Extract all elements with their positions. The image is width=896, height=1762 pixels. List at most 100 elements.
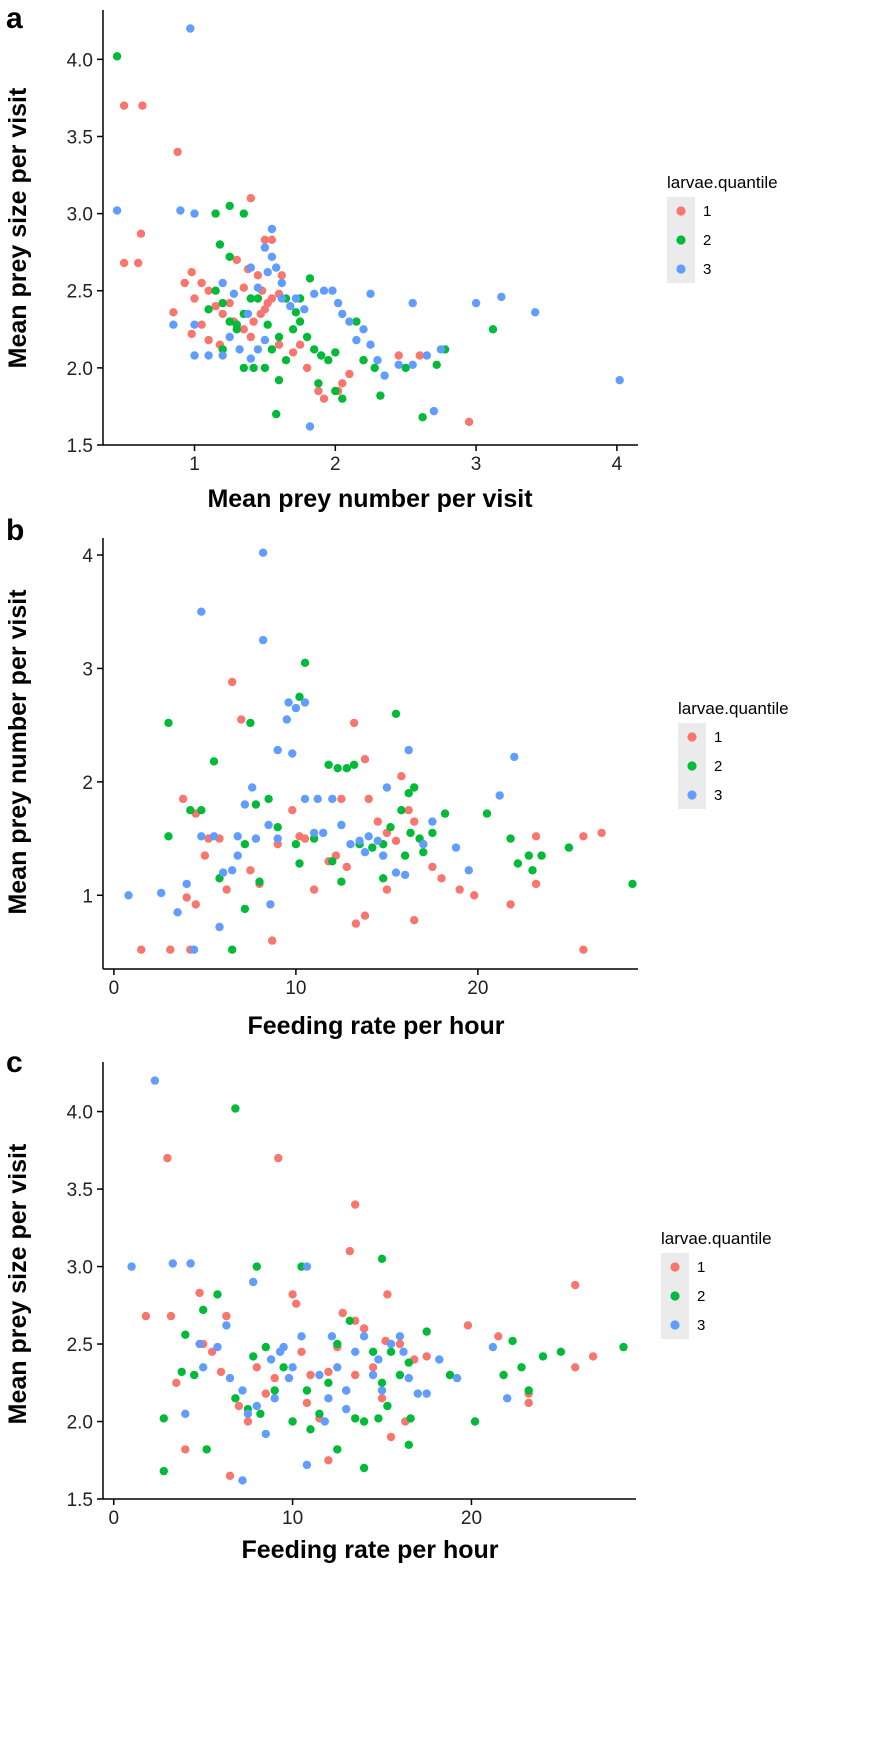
point-quantile-1 [506, 900, 515, 909]
point-quantile-3 [382, 783, 392, 792]
point-quantile-2 [445, 1370, 455, 1380]
point-quantile-2 [333, 1445, 342, 1454]
point-quantile-2 [218, 298, 227, 308]
point-quantile-1 [373, 817, 382, 826]
x-tick-label: 10 [282, 1508, 303, 1529]
point-quantile-2 [556, 1347, 566, 1357]
legend-key-3 [687, 790, 697, 800]
point-quantile-2 [181, 1330, 190, 1339]
point-quantile-1 [173, 147, 182, 157]
legend-key-2 [670, 1291, 680, 1301]
point-quantile-3 [267, 252, 277, 261]
point-quantile-2 [386, 823, 395, 832]
point-quantile-3 [284, 698, 293, 707]
y-tick-label: 3.5 [67, 1180, 93, 1201]
point-quantile-3 [273, 745, 282, 755]
point-quantile-2 [537, 851, 546, 860]
point-quantile-3 [291, 703, 301, 713]
point-quantile-3 [173, 908, 182, 917]
point-quantile-1 [288, 1290, 297, 1299]
point-quantile-3 [186, 1259, 195, 1268]
point-quantile-2 [513, 859, 523, 868]
point-quantile-2 [246, 718, 255, 728]
point-quantile-2 [246, 294, 255, 303]
point-quantile-1 [395, 1339, 405, 1349]
point-quantile-3 [190, 320, 199, 329]
point-quantile-3 [238, 1386, 247, 1395]
point-quantile-2 [291, 308, 301, 317]
point-quantile-3 [342, 1404, 351, 1414]
point-quantile-1 [218, 309, 227, 319]
point-quantile-1 [274, 1153, 283, 1163]
panel-c-letter: c [6, 1046, 23, 1079]
point-quantile-2 [349, 760, 359, 769]
panel-b-y-ticks: 1 2 3 4 [82, 546, 103, 907]
point-quantile-2 [352, 317, 361, 326]
point-quantile-1 [246, 332, 255, 342]
point-quantile-2 [288, 1417, 297, 1426]
point-quantile-1 [288, 348, 298, 357]
point-quantile-1 [180, 278, 189, 288]
point-quantile-3 [168, 1259, 177, 1268]
point-quantile-2 [342, 764, 351, 773]
point-quantile-2 [291, 840, 301, 849]
point-quantile-3 [240, 800, 250, 809]
point-quantile-3 [282, 715, 291, 724]
point-quantile-1 [531, 879, 541, 889]
point-quantile-2 [410, 783, 419, 792]
point-quantile-3 [252, 1401, 261, 1411]
point-quantile-3 [277, 294, 286, 303]
panel-a-points [112, 24, 624, 431]
point-quantile-1 [119, 101, 129, 110]
point-quantile-3 [368, 1370, 378, 1380]
point-quantile-3 [233, 832, 242, 841]
point-quantile-2 [377, 1378, 387, 1388]
point-quantile-2 [267, 345, 277, 354]
point-quantile-3 [338, 309, 347, 319]
point-quantile-1 [225, 1471, 235, 1481]
panel-b-x-ticks: 0 10 20 [109, 969, 488, 999]
point-quantile-2 [482, 809, 492, 818]
point-quantile-2 [351, 1414, 360, 1423]
point-quantile-1 [588, 1352, 598, 1361]
point-quantile-2 [305, 274, 315, 283]
point-quantile-2 [263, 320, 272, 329]
point-quantile-2 [288, 325, 298, 334]
panel-a-x-ticks: 1 2 3 4 [189, 445, 623, 475]
legend-key-2 [687, 761, 697, 771]
point-quantile-3 [324, 1394, 333, 1403]
point-quantile-3 [266, 1355, 276, 1364]
point-quantile-1 [531, 832, 541, 841]
point-quantile-3 [302, 1460, 312, 1470]
point-quantile-3 [374, 1355, 383, 1364]
point-quantile-2 [232, 325, 241, 334]
point-quantile-2 [324, 760, 333, 769]
point-quantile-2 [628, 879, 637, 889]
point-quantile-1 [302, 1398, 312, 1408]
point-quantile-2 [279, 1363, 288, 1372]
panel-c: c 0 10 20 1.5 2.0 2.5 3.0 3.5 4.0 Feeding rate … [4, 1046, 772, 1564]
x-tick-label: 4 [612, 454, 623, 475]
panel-c-x-ticks: 0 10 20 [108, 1499, 482, 1529]
point-quantile-3 [197, 832, 206, 841]
point-quantile-2 [225, 252, 234, 261]
point-quantile-3 [315, 1370, 324, 1380]
point-quantile-1 [360, 755, 370, 764]
point-quantile-3 [253, 345, 263, 354]
point-quantile-2 [506, 834, 515, 843]
point-quantile-2 [324, 356, 333, 365]
point-quantile-3 [261, 1429, 270, 1439]
point-quantile-2 [418, 413, 427, 422]
point-quantile-2 [253, 294, 263, 303]
point-quantile-1 [172, 1378, 181, 1388]
point-quantile-2 [314, 379, 323, 388]
y-tick-label: 3.5 [67, 127, 93, 148]
panel-a-letter: a [6, 2, 23, 35]
point-quantile-2 [302, 1386, 312, 1395]
point-quantile-3 [408, 360, 417, 369]
point-quantile-2 [274, 376, 284, 385]
point-quantile-2 [231, 1104, 240, 1113]
point-quantile-2 [397, 806, 406, 815]
point-quantile-3 [258, 548, 268, 557]
